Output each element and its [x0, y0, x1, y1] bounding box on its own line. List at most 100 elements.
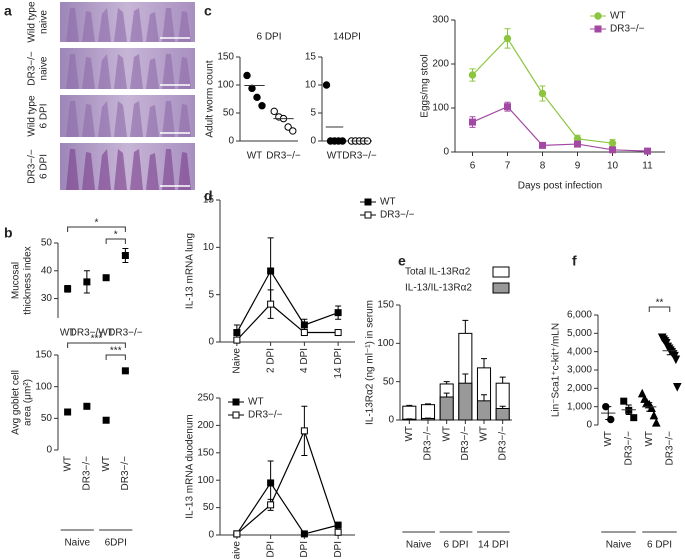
y-tick-label: 100: [197, 475, 214, 486]
y-tick-label: 5: [208, 289, 214, 300]
y-tick-label: 150: [217, 52, 234, 63]
legend-label: DR3−/−: [248, 410, 283, 421]
y-axis-label: IL-13Rα2 (ng ml⁻¹) in serum: [365, 300, 376, 425]
x-tick-label: DR3−/−: [342, 151, 377, 162]
villus: [162, 54, 175, 89]
panel-label: a: [4, 3, 12, 19]
series-line: [236, 303, 339, 341]
villus: [98, 54, 111, 89]
marker: [232, 398, 240, 406]
error-bar: [625, 404, 632, 416]
y-axis-label: Avg goblet cell: [11, 370, 22, 435]
x-tick-label: DR3−/−: [460, 426, 471, 461]
marker: [300, 530, 308, 538]
villus: [146, 105, 159, 137]
legend-label: WT: [380, 197, 396, 208]
error-bar: [406, 404, 413, 407]
row-label: naive: [39, 56, 50, 80]
y-tick-label: 150: [197, 447, 214, 458]
villus: [114, 8, 127, 42]
y-axis-label: Lin⁻Sca1⁺c-kit⁺/mLN: [551, 323, 562, 417]
marker: [672, 383, 682, 392]
marker: [504, 103, 511, 111]
x-tick-label: Naive: [232, 541, 243, 559]
marker: [364, 198, 372, 206]
x-tick-label: WT: [327, 151, 343, 162]
villus: [66, 54, 79, 89]
series-line: [236, 481, 339, 535]
marker: [637, 388, 647, 398]
y-tick-label: 200: [432, 59, 449, 70]
x-tick-label: 6: [470, 161, 476, 172]
y-axis-label: IL-13 mRNA duodenum: [185, 414, 196, 519]
x-tick-label: 6 DPI: [299, 541, 310, 559]
marker: [83, 278, 91, 286]
villus: [98, 101, 111, 137]
group-label: Naive: [406, 540, 432, 551]
y-tick-label: 15: [305, 52, 317, 63]
villus: [130, 149, 143, 190]
group-label: 6 DPI: [647, 540, 672, 551]
x-tick-label: DR3−/−: [623, 431, 634, 466]
x-tick-label: 10: [607, 161, 619, 172]
marker: [651, 418, 661, 427]
villus: [162, 149, 175, 190]
villus: [178, 104, 191, 137]
marker: [270, 107, 278, 116]
significance-bracket: [648, 306, 671, 312]
y-tick-label: 100: [35, 381, 52, 392]
error-bar: [666, 346, 673, 356]
x-tick-label: Naive: [232, 348, 243, 374]
marker: [338, 137, 347, 145]
x-tick-label: 2 DPI: [265, 348, 276, 373]
marker: [538, 89, 547, 98]
y-axis-label: thickness index: [23, 246, 34, 314]
error-bar: [443, 381, 450, 384]
y-tick-label: 50: [41, 413, 53, 424]
villus: [130, 8, 143, 42]
x-tick-label: 14 DPI: [333, 348, 344, 379]
error-bar: [499, 405, 506, 409]
y-axis-label: Eggs/mg stool: [420, 54, 431, 117]
x-tick-label: DR3−/−: [497, 426, 508, 461]
row-label: 6 DPI: [39, 103, 50, 128]
row-label: Wild type: [27, 95, 38, 137]
marker: [64, 408, 72, 416]
x-tick-label: WT: [98, 328, 114, 339]
significance-bracket: [105, 354, 126, 360]
y-tick-label: 0: [310, 136, 316, 147]
y-tick-label: 0: [586, 420, 592, 431]
y-tick-label: 10: [305, 80, 317, 91]
marker: [258, 102, 266, 110]
marker: [620, 397, 628, 405]
chart-title: 14DPI: [333, 32, 361, 43]
significance-bracket: [67, 342, 126, 348]
x-tick-label: 4 DPI: [265, 541, 276, 559]
villus: [82, 104, 95, 137]
error-bar: [481, 394, 487, 401]
x-tick-label: WT: [441, 426, 452, 442]
legend-label: IL-13/IL-13Rα2: [405, 283, 472, 294]
histology-image: [60, 95, 195, 137]
x-tick-label: WT: [603, 431, 614, 447]
legend-swatch: [492, 266, 510, 278]
marker: [608, 139, 617, 147]
marker: [644, 147, 651, 155]
y-tick-label: 5: [310, 108, 316, 119]
x-tick-label: 9: [575, 161, 581, 172]
group-label: 6DPI: [105, 538, 127, 549]
x-tick-label: WT: [644, 431, 655, 447]
y-tick-label: 0: [208, 530, 214, 541]
y-tick-label: 0: [388, 415, 394, 426]
significance-bracket: [105, 238, 126, 244]
marker: [322, 81, 331, 89]
row-label: 6 DPI: [39, 154, 50, 179]
panel-label: c: [204, 3, 212, 19]
villus: [162, 101, 175, 137]
villus: [82, 152, 95, 190]
x-tick-label: DR3−/−: [108, 328, 143, 339]
y-tick-label: 150: [35, 350, 52, 361]
marker: [468, 71, 477, 79]
significance-label: *: [114, 230, 118, 241]
error-bar: [605, 406, 612, 420]
